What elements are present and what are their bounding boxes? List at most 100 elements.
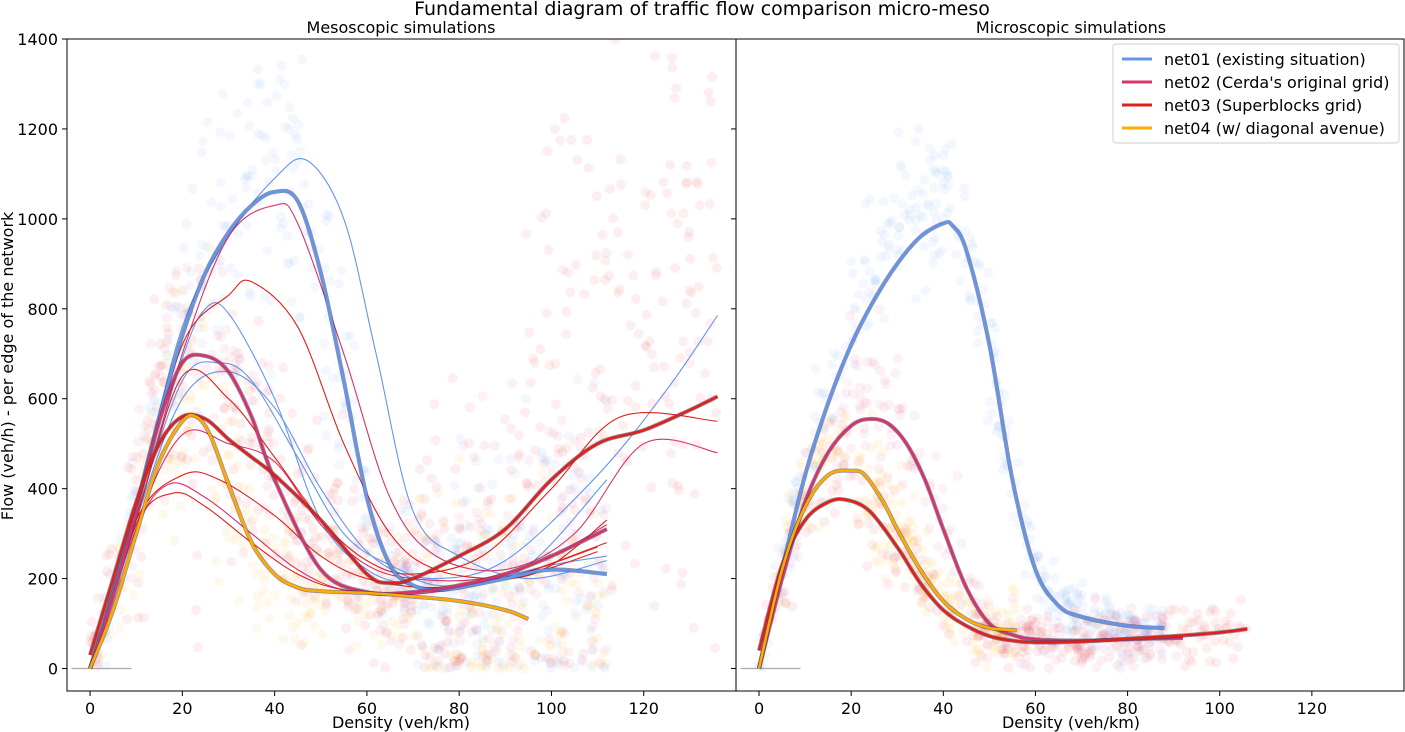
scatter-point-net02	[585, 591, 596, 602]
scatter-point-net03	[1035, 626, 1046, 637]
scatter-point-net03	[689, 488, 700, 499]
scatter-point-net01	[1100, 608, 1111, 619]
scatter-point-net01	[581, 483, 592, 494]
scatter-point-net02	[1145, 648, 1156, 659]
scatter-point-net02	[470, 624, 481, 634]
scatter-point-net02	[350, 595, 361, 605]
scatter-point-net04	[209, 497, 220, 507]
scatter-point-net04	[1003, 618, 1014, 629]
scatter-point-net03	[1132, 641, 1143, 652]
scatter-point-net01	[1155, 610, 1166, 620]
scatter-point-net02	[1124, 653, 1135, 664]
scatter-point-net03	[630, 380, 641, 391]
scatter-point-net04	[908, 536, 919, 547]
scatter-point-net03	[341, 623, 351, 634]
scatter-point-net03	[388, 597, 399, 608]
scatter-point-net01	[593, 600, 604, 611]
scatter-point-net01	[1012, 457, 1023, 468]
scatter-point-net02	[91, 662, 102, 673]
scatter-point-net01	[481, 610, 492, 621]
scatter-point-net03	[182, 454, 193, 465]
scatter-point-net03	[143, 424, 154, 435]
scatter-point-net04	[1010, 605, 1021, 615]
scatter-point-net01	[911, 215, 922, 226]
scatter-point-net04	[353, 616, 364, 627]
scatter-point-net03	[1141, 611, 1152, 622]
scatter-point-net02	[540, 577, 551, 588]
scatter-point-net04	[571, 612, 582, 622]
scatter-point-net01	[292, 134, 303, 145]
scatter-point-net01	[883, 239, 894, 250]
scatter-point-net02	[374, 625, 385, 636]
scatter-point-net03	[1134, 646, 1145, 657]
scatter-point-net03	[324, 547, 335, 558]
scatter-point-net03	[692, 179, 703, 189]
scatter-point-net03	[466, 521, 476, 532]
scatter-point-net03	[830, 508, 841, 519]
scatter-point-net01	[937, 164, 948, 175]
scatter-point-net03	[629, 558, 640, 569]
scatter-point-net01	[554, 653, 565, 664]
scatter-point-net03	[1003, 643, 1014, 654]
axes-frame-microscopic	[735, 38, 1405, 692]
scatter-point-net03	[683, 232, 694, 243]
scatter-point-net04	[593, 578, 604, 589]
scatter-point-net03	[853, 519, 864, 529]
scatter-point-net03	[380, 662, 391, 673]
scatter-point-net03	[399, 556, 409, 567]
scatter-point-net01	[542, 455, 553, 466]
scatter-point-net03	[367, 533, 378, 544]
scatter-point-net01	[261, 155, 272, 166]
scatter-point-net04	[839, 451, 850, 462]
scatter-point-net01	[1103, 601, 1114, 612]
scatter-point-net04	[480, 529, 491, 540]
scatter-point-net01	[287, 113, 298, 124]
scatter-point-net03	[328, 488, 339, 498]
scatter-point-net01	[1031, 551, 1042, 561]
scatter-point-net02	[1145, 650, 1155, 661]
scatter-point-net01	[870, 274, 881, 284]
scatter-point-net01	[293, 120, 304, 130]
scatter-point-net03	[602, 403, 613, 414]
scatter-point-net01	[542, 605, 553, 616]
scatter-point-net04	[777, 596, 788, 607]
scatter-point-net03	[1184, 617, 1195, 628]
scatter-point-net03	[917, 554, 928, 565]
scatter-point-net03	[1183, 655, 1194, 665]
scatter-point-net02	[1096, 655, 1107, 666]
x-axis-label-microscopic: Density (veh/km)	[1002, 713, 1140, 732]
scatter-point-net01	[1139, 653, 1149, 664]
scatter-point-net02	[304, 514, 315, 525]
scatter-point-net04	[238, 540, 249, 551]
scatter-point-net04	[262, 597, 273, 608]
scatter-point-net01	[1039, 571, 1050, 582]
scatter-point-net01	[543, 579, 554, 590]
scatter-point-net02	[219, 343, 230, 354]
scatter-point-net03	[684, 226, 695, 237]
run-curve-net01	[89, 315, 718, 669]
scatter-point-net03	[530, 650, 541, 661]
scatter-point-net02	[1103, 625, 1114, 636]
scatter-point-net04	[908, 536, 918, 547]
scatter-point-net01	[529, 655, 540, 666]
scatter-point-net04	[491, 625, 502, 636]
scatter-point-net01	[419, 599, 430, 610]
x-tick-label: 100	[536, 699, 567, 718]
scatter-point-net04	[221, 525, 232, 536]
scatter-point-net01	[859, 254, 870, 265]
scatter-point-net03	[868, 524, 879, 535]
scatter-point-net03	[930, 570, 941, 581]
scatter-point-net04	[556, 627, 567, 638]
scatter-point-net04	[943, 617, 954, 628]
scatter-point-net01	[1072, 588, 1083, 599]
scatter-point-net01	[1089, 591, 1100, 602]
scatter-point-net04	[269, 532, 279, 543]
scatter-point-net02	[212, 330, 223, 341]
scatter-point-net03	[1235, 594, 1246, 605]
scatter-point-net02	[931, 451, 941, 462]
scatter-point-net02	[1072, 643, 1083, 654]
scatter-point-net03	[528, 353, 538, 364]
scatter-point-net01	[514, 520, 525, 531]
scatter-point-net01	[1124, 612, 1135, 623]
